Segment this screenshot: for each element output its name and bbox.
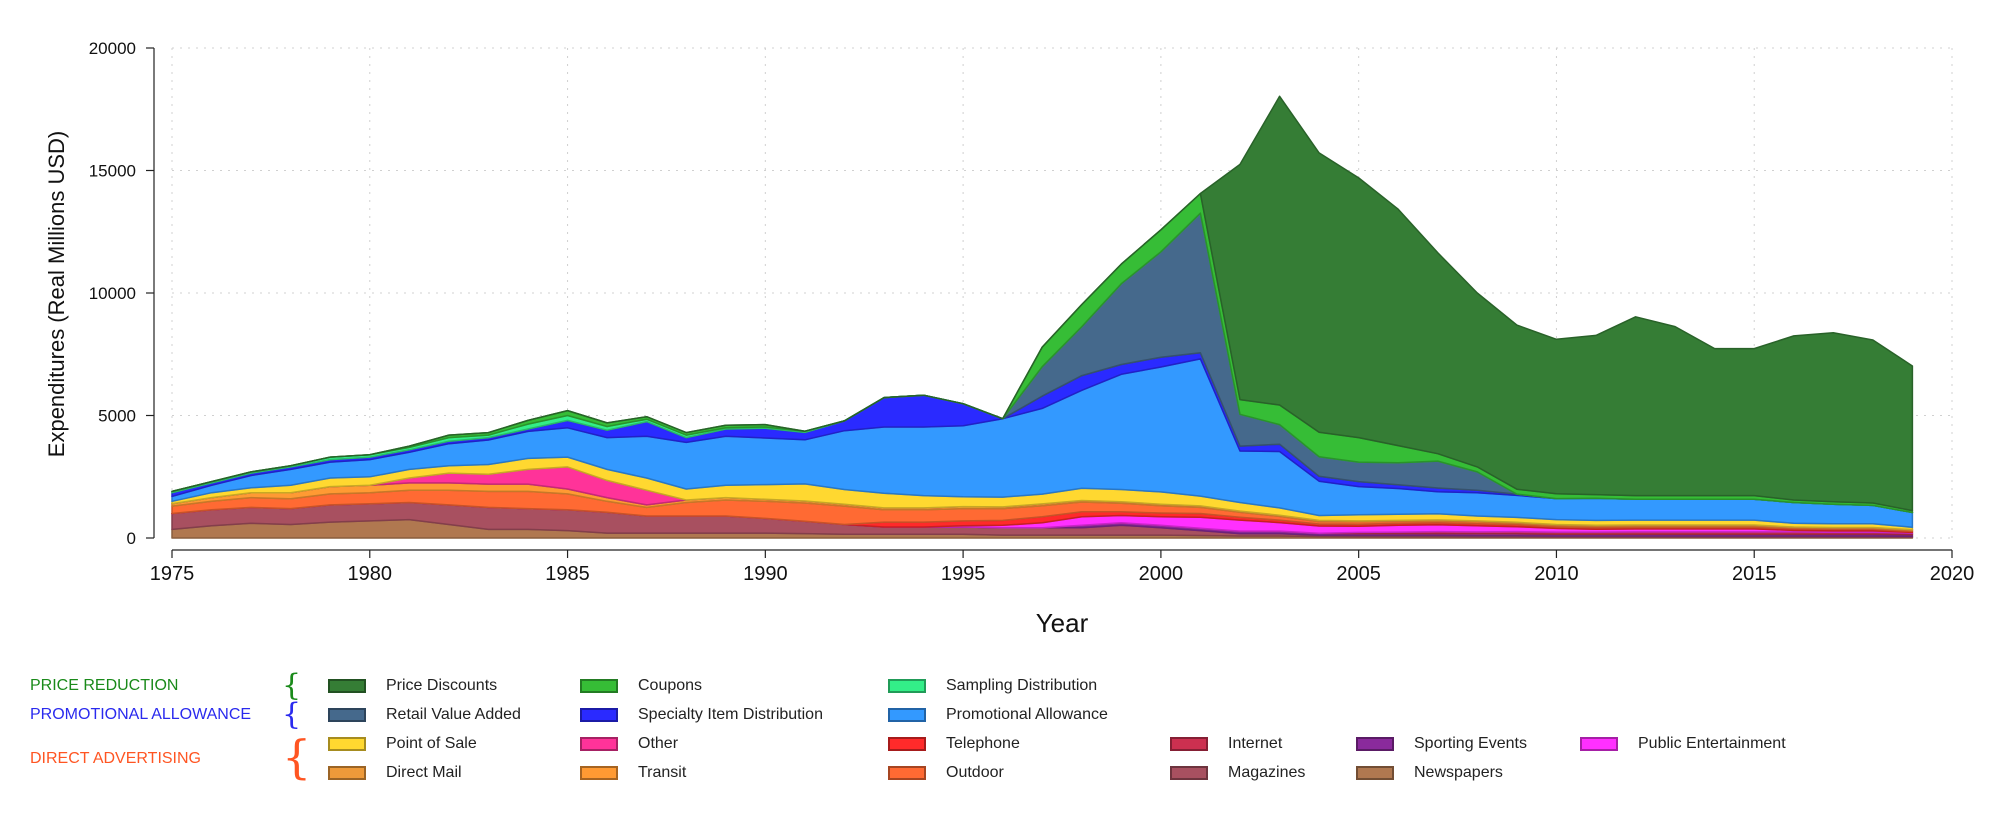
area-price-discounts: [171, 95, 1914, 512]
x-tick-label: 1990: [743, 563, 788, 585]
legend-swatch: [1170, 737, 1208, 751]
legend-group-label: DIRECT ADVERTISING: [30, 749, 201, 767]
legend-label: Direct Mail: [386, 764, 462, 781]
legend-label: Internet: [1228, 735, 1283, 752]
legend-group-brace: {: [282, 730, 312, 785]
legend-label: Newspapers: [1414, 764, 1503, 781]
legend-label: Other: [638, 735, 679, 752]
legend-swatch: [580, 679, 618, 693]
legend-item: Direct Mail: [328, 764, 462, 782]
legend-label: Price Discounts: [386, 677, 498, 694]
legend-swatch: [580, 766, 618, 780]
legend-item: Internet: [1170, 735, 1282, 753]
legend-item: Transit: [580, 764, 686, 782]
x-tick-label: 2005: [1336, 563, 1381, 585]
y-tick-label: 5000: [98, 407, 136, 426]
legend-group-label: PRICE REDUCTION: [30, 677, 179, 694]
legend-item: Promotional Allowance: [888, 706, 1108, 724]
y-tick-label: 0: [127, 529, 136, 548]
legend-swatch: [328, 737, 366, 751]
legend-item: Price Discounts: [328, 677, 497, 695]
legend-swatch: [888, 766, 926, 780]
x-tick-label: 2000: [1139, 563, 1184, 585]
x-tick-label: 1975: [150, 563, 195, 585]
x-tick-label: 1985: [545, 563, 590, 585]
area-series: [171, 95, 1914, 539]
legend-swatch: [888, 737, 926, 751]
legend-swatch: [1356, 766, 1394, 780]
legend-item: Sporting Events: [1356, 735, 1527, 753]
legend-item: Public Entertainment: [1580, 735, 1786, 753]
legend-item: Specialty Item Distribution: [580, 706, 823, 724]
legend-swatch: [328, 679, 366, 693]
legend-item: Other: [580, 735, 678, 753]
legend-label: Specialty Item Distribution: [638, 706, 823, 723]
legend-label: Magazines: [1228, 764, 1306, 781]
legend-label: Transit: [638, 764, 687, 781]
legend-swatch: [1580, 737, 1618, 751]
legend-swatch: [888, 679, 926, 693]
x-tick-label: 2020: [1930, 563, 1975, 585]
legend-label: Sporting Events: [1414, 735, 1527, 752]
legend-item: Point of Sale: [328, 735, 477, 753]
legend-group-brace: {: [282, 696, 302, 732]
legend-label: Point of Sale: [386, 735, 477, 752]
legend-label: Promotional Allowance: [946, 706, 1108, 723]
legend-item: Telephone: [888, 735, 1020, 753]
legend-swatch: [328, 708, 366, 722]
y-tick-label: 10000: [89, 284, 136, 303]
y-tick-label: 20000: [89, 39, 136, 58]
legend-swatch: [580, 708, 618, 722]
x-tick-label: 1995: [941, 563, 986, 585]
legend-item: Newspapers: [1356, 764, 1503, 782]
legend-item: Magazines: [1170, 764, 1305, 782]
legend-label: Outdoor: [946, 764, 1004, 781]
legend-label: Telephone: [946, 735, 1020, 752]
x-axis-label: Year: [1036, 608, 1089, 638]
legend-group-label: PROMOTIONAL ALLOWANCE: [30, 706, 252, 723]
legend-swatch: [580, 737, 618, 751]
legend-item: Outdoor: [888, 764, 1004, 782]
x-tick-label: 2015: [1732, 563, 1777, 585]
legend-item: Retail Value Added: [328, 706, 521, 724]
legend-swatch: [888, 708, 926, 722]
legend-label: Public Entertainment: [1638, 735, 1786, 752]
legend-label: Sampling Distribution: [946, 677, 1098, 694]
legend-label: Coupons: [638, 677, 703, 694]
legend-item: Sampling Distribution: [888, 677, 1097, 695]
axes: 1975 1980 1985 1990 1995 2000 2005 2010 2015 2020…: [89, 39, 1975, 585]
legend-group-brace: {: [282, 667, 302, 703]
legend-label: Retail Value Added: [386, 706, 521, 723]
legend-item: Coupons: [580, 677, 702, 695]
legend-swatch: [328, 766, 366, 780]
legend-swatch: [1170, 766, 1208, 780]
x-tick-label: 2010: [1534, 563, 1579, 585]
y-axis-label: Expenditures (Real Millions USD): [44, 131, 69, 457]
legend-swatch: [1356, 737, 1394, 751]
x-tick-label: 1980: [348, 563, 393, 585]
y-tick-label: 15000: [89, 162, 136, 181]
